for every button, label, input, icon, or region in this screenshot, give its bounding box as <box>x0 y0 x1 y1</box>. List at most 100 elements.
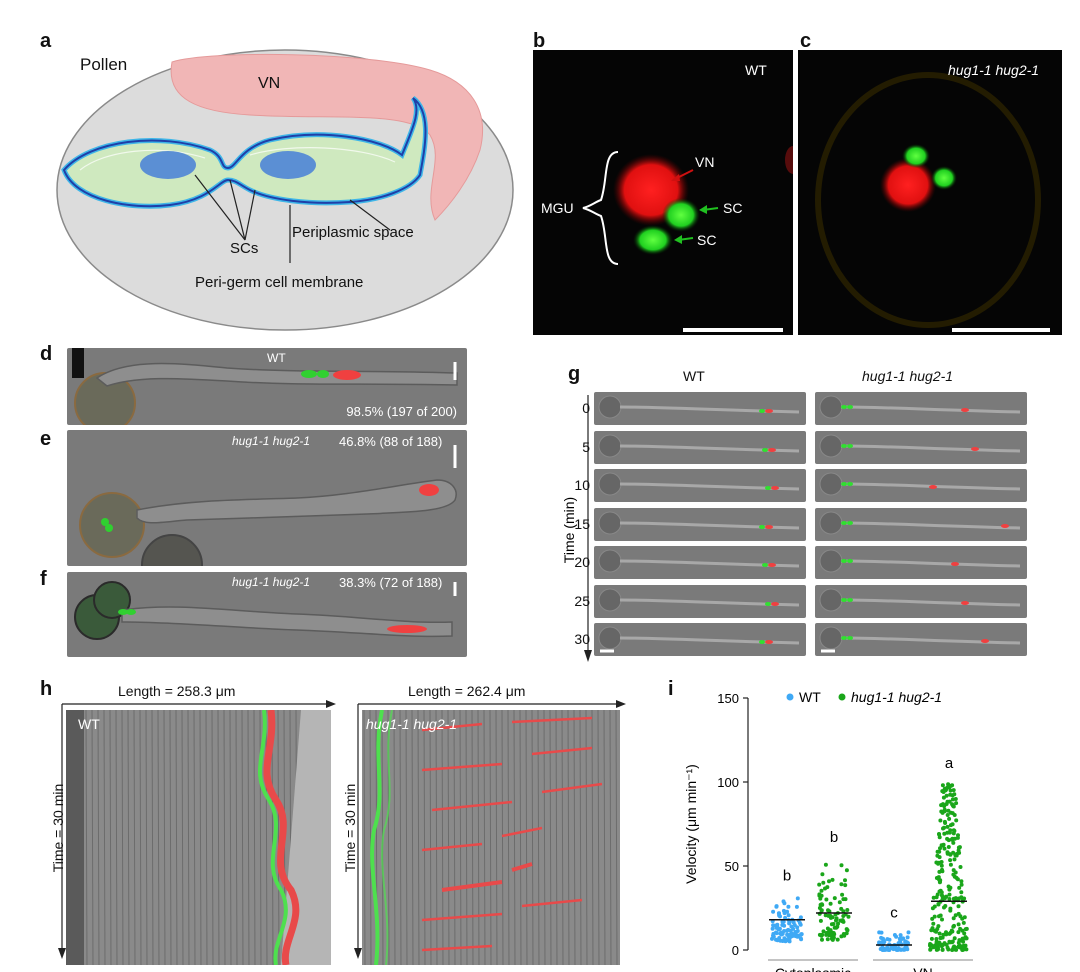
point-2-17 <box>898 933 903 938</box>
point-3-185 <box>955 835 960 840</box>
point-2-67 <box>898 941 903 945</box>
sc-label-2: SC <box>697 232 717 248</box>
point-3-155 <box>954 875 959 880</box>
point-3-126 <box>939 890 944 895</box>
panel-b-fluorescence <box>582 146 793 332</box>
point-3-158 <box>939 863 944 868</box>
point-0-89 <box>788 932 793 937</box>
frame-wt-5 <box>594 430 806 464</box>
point-1-31 <box>845 908 850 912</box>
point-3-257 <box>944 942 949 947</box>
point-3-127 <box>950 811 955 816</box>
point-1-89 <box>831 931 836 935</box>
point-3-178 <box>948 788 953 793</box>
mutant-sc-signal-2 <box>931 166 957 190</box>
point-1-76 <box>828 901 833 906</box>
point-3-238 <box>934 937 939 941</box>
point-1-88 <box>821 929 826 934</box>
frame-mut-25 <box>815 584 1027 618</box>
time-label-30: 30 <box>574 631 590 647</box>
panel-g-col-wt: WT <box>683 368 705 384</box>
panel-label-h: h <box>40 678 53 700</box>
panel-d-title: WT <box>267 351 286 365</box>
point-3-254 <box>962 915 967 920</box>
point-0-85 <box>782 901 787 906</box>
point-1-87 <box>824 931 829 935</box>
scs-label: SCs <box>230 240 259 257</box>
point-2-60 <box>904 940 909 945</box>
time-label-25: 25 <box>574 592 590 609</box>
frame-mut-5 <box>815 430 1027 464</box>
mgu-brace <box>582 151 619 265</box>
point-0-37 <box>771 923 776 928</box>
point-3-97 <box>951 840 956 845</box>
point-3-121 <box>959 895 964 900</box>
point-1-62 <box>839 934 844 939</box>
point-3-176 <box>934 895 939 900</box>
point-1-60 <box>836 921 840 926</box>
frame-wt-0 <box>594 392 806 425</box>
panel-label-e: e <box>40 428 52 450</box>
group-label-cyto-1: Cytoplasmic <box>775 965 851 972</box>
panel-f-title: hug1-1 hug2-1 <box>232 575 311 589</box>
point-3-246 <box>942 846 947 851</box>
frame-mut-10 <box>815 469 1027 502</box>
panel-h-right-title: hug1-1 hug2-1 <box>366 716 458 732</box>
legend-label-wt: WT <box>799 689 821 705</box>
panel-b-title: WT <box>745 62 767 78</box>
point-3-216 <box>947 785 952 790</box>
time-label-10: 10 <box>574 477 590 493</box>
panel-label-b: b <box>533 30 546 52</box>
point-3-38 <box>952 857 957 862</box>
sig-letter-3: a <box>945 755 954 772</box>
periplasmic-label: Periplasmic space <box>292 224 414 241</box>
point-3-200 <box>952 936 957 941</box>
point-1-10 <box>824 897 829 902</box>
point-3-229 <box>953 797 958 801</box>
frame-wt-10 <box>594 469 806 502</box>
point-3-94 <box>956 930 961 935</box>
point-1-8 <box>830 877 835 882</box>
panel-c-image: hug1-1 hug2-1 <box>798 50 1062 335</box>
panel-d-image: WT 98.5% (197 of 200) <box>67 348 467 425</box>
point-3-7 <box>945 824 950 829</box>
point-0-78 <box>782 923 787 928</box>
point-1-86 <box>828 913 833 918</box>
sig-letter-0: b <box>783 868 791 885</box>
point-1-82 <box>841 914 846 918</box>
point-3-251 <box>929 928 934 933</box>
point-1-52 <box>843 878 847 883</box>
point-3-106 <box>946 808 951 813</box>
point-3-180 <box>937 832 941 836</box>
point-3-244 <box>963 936 968 941</box>
point-3-233 <box>941 826 945 831</box>
time-label-5: 5 <box>582 438 590 455</box>
point-3-230 <box>950 783 955 788</box>
point-3-168 <box>950 837 955 842</box>
panel-label-d: d <box>40 343 53 365</box>
point-3-134 <box>942 804 947 809</box>
point-0-20 <box>783 915 788 920</box>
point-3-31 <box>936 902 941 907</box>
point-3-231 <box>950 802 955 807</box>
panel-h-left-length: Length = 258.3 μm <box>118 683 236 699</box>
point-3-108 <box>930 906 935 911</box>
point-1-16 <box>834 916 839 921</box>
panel-label-f: f <box>40 568 47 590</box>
point-1-42 <box>823 886 827 891</box>
frame-mut-30 <box>815 623 1027 656</box>
point-3-196 <box>948 862 953 867</box>
point-2-68 <box>899 937 904 942</box>
point-3-227 <box>934 940 939 944</box>
point-1-73 <box>840 892 845 897</box>
point-3-133 <box>942 831 947 836</box>
point-2-69 <box>881 939 885 944</box>
point-0-36 <box>776 911 781 916</box>
point-3-57 <box>952 792 957 797</box>
panel-g-time-axis: Time (min) <box>561 395 592 662</box>
y-tick-label-100: 100 <box>717 775 739 790</box>
point-1-85 <box>820 872 825 877</box>
panel-h-left-title: WT <box>78 716 100 732</box>
pollen-label: Pollen <box>80 55 128 74</box>
point-3-147 <box>947 940 952 945</box>
